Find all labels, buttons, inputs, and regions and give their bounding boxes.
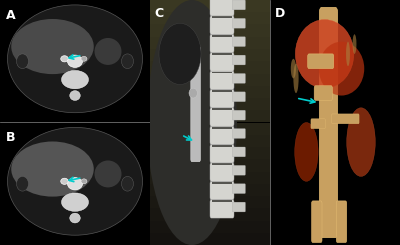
- Ellipse shape: [147, 0, 237, 245]
- FancyBboxPatch shape: [319, 7, 338, 238]
- Bar: [212, 72, 232, 74]
- FancyBboxPatch shape: [232, 165, 245, 175]
- FancyBboxPatch shape: [232, 74, 245, 83]
- FancyBboxPatch shape: [314, 86, 332, 100]
- Bar: [212, 53, 232, 55]
- Ellipse shape: [16, 54, 28, 69]
- Bar: [150, 233, 270, 245]
- FancyBboxPatch shape: [210, 53, 234, 71]
- FancyBboxPatch shape: [210, 71, 234, 89]
- FancyBboxPatch shape: [232, 18, 245, 28]
- FancyBboxPatch shape: [210, 16, 234, 34]
- FancyBboxPatch shape: [210, 145, 234, 163]
- FancyBboxPatch shape: [308, 54, 334, 69]
- Text: B: B: [6, 131, 16, 144]
- Bar: [212, 90, 232, 92]
- Ellipse shape: [346, 42, 350, 66]
- Bar: [150, 98, 270, 110]
- FancyBboxPatch shape: [210, 108, 234, 126]
- Ellipse shape: [8, 5, 142, 113]
- Ellipse shape: [16, 176, 28, 191]
- Ellipse shape: [189, 88, 197, 98]
- Circle shape: [68, 178, 82, 190]
- Ellipse shape: [159, 23, 201, 85]
- Circle shape: [81, 179, 87, 184]
- FancyBboxPatch shape: [232, 55, 245, 65]
- FancyBboxPatch shape: [210, 89, 234, 108]
- FancyBboxPatch shape: [332, 114, 359, 124]
- FancyBboxPatch shape: [232, 110, 245, 120]
- Bar: [150, 196, 270, 208]
- FancyBboxPatch shape: [232, 129, 245, 138]
- Bar: [212, 16, 232, 18]
- FancyBboxPatch shape: [210, 126, 234, 145]
- Circle shape: [61, 178, 68, 184]
- Ellipse shape: [94, 160, 122, 187]
- Bar: [212, 108, 232, 110]
- Bar: [212, 200, 232, 202]
- FancyBboxPatch shape: [210, 0, 234, 16]
- Bar: [150, 49, 270, 61]
- Text: A: A: [6, 9, 16, 22]
- FancyBboxPatch shape: [311, 119, 325, 129]
- FancyBboxPatch shape: [336, 201, 347, 243]
- Bar: [150, 86, 270, 98]
- FancyBboxPatch shape: [191, 47, 200, 162]
- FancyBboxPatch shape: [232, 147, 245, 157]
- FancyBboxPatch shape: [232, 0, 245, 10]
- Circle shape: [61, 56, 68, 62]
- Bar: [150, 172, 270, 184]
- Ellipse shape: [62, 193, 88, 211]
- Bar: [150, 12, 270, 24]
- Ellipse shape: [319, 42, 364, 96]
- Text: D: D: [275, 7, 286, 20]
- Bar: [212, 163, 232, 165]
- FancyBboxPatch shape: [232, 184, 245, 194]
- Bar: [150, 74, 270, 86]
- Bar: [150, 110, 270, 122]
- Ellipse shape: [8, 127, 142, 235]
- Ellipse shape: [122, 54, 134, 69]
- FancyBboxPatch shape: [232, 37, 245, 47]
- Bar: [212, 182, 232, 184]
- Ellipse shape: [347, 108, 375, 176]
- Bar: [150, 122, 270, 135]
- FancyBboxPatch shape: [210, 163, 234, 181]
- Ellipse shape: [295, 20, 354, 88]
- FancyBboxPatch shape: [210, 181, 234, 200]
- Text: C: C: [155, 7, 164, 20]
- Bar: [150, 135, 270, 147]
- Ellipse shape: [11, 19, 94, 74]
- Circle shape: [81, 56, 87, 61]
- Bar: [150, 147, 270, 159]
- Ellipse shape: [352, 34, 356, 54]
- Bar: [212, 127, 232, 129]
- Bar: [150, 61, 270, 74]
- Bar: [150, 37, 270, 49]
- Ellipse shape: [11, 142, 94, 196]
- Ellipse shape: [291, 59, 296, 78]
- Bar: [212, 145, 232, 147]
- Bar: [150, 220, 270, 233]
- Bar: [150, 208, 270, 220]
- Bar: [150, 184, 270, 196]
- FancyBboxPatch shape: [312, 201, 322, 243]
- Bar: [150, 159, 270, 171]
- FancyBboxPatch shape: [210, 200, 234, 218]
- Ellipse shape: [122, 176, 134, 191]
- Ellipse shape: [295, 122, 318, 181]
- Ellipse shape: [70, 91, 80, 100]
- Ellipse shape: [293, 64, 298, 93]
- Ellipse shape: [94, 38, 122, 65]
- Ellipse shape: [70, 213, 80, 223]
- Ellipse shape: [62, 71, 88, 89]
- Circle shape: [68, 55, 82, 67]
- Bar: [150, 0, 270, 12]
- Bar: [150, 24, 270, 37]
- FancyBboxPatch shape: [210, 34, 234, 53]
- FancyBboxPatch shape: [232, 92, 245, 102]
- Bar: [212, 35, 232, 37]
- FancyBboxPatch shape: [232, 202, 245, 212]
